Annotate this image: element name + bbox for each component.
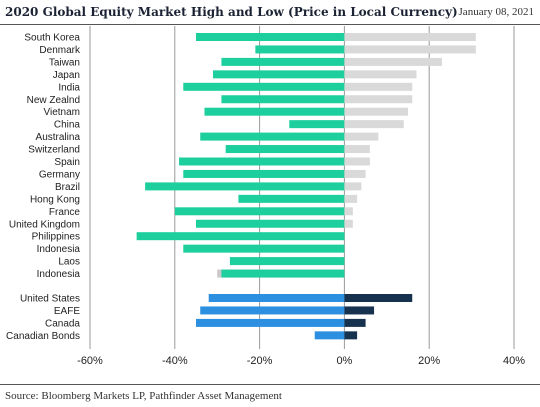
- bar-high: [344, 169, 366, 178]
- x-tick-label: 0%: [336, 355, 352, 367]
- bar-high: [344, 33, 476, 41]
- bar-high: [344, 107, 408, 116]
- bar-high: [344, 82, 413, 91]
- bar-high: [344, 306, 375, 315]
- chart-title: 2020 Global Equity Market High and Low (…: [5, 5, 458, 19]
- category-label: New Zealnd: [27, 95, 80, 106]
- bar-low: [145, 182, 345, 191]
- x-axis-tick-labels: -60% -40% -20% 0% 20% 40%: [77, 355, 525, 367]
- bar-high: [344, 331, 358, 340]
- header-divider: [0, 24, 540, 25]
- report-date: January 08, 2021: [458, 6, 534, 18]
- source-note: Source: Bloomberg Markets LP, Pathfinder…: [5, 390, 282, 402]
- bar-high: [344, 182, 362, 191]
- category-label: Germany: [39, 169, 80, 180]
- bar-low: [221, 57, 345, 66]
- bar-low: [221, 95, 345, 104]
- category-label: China: [54, 120, 81, 131]
- bar-high: [344, 207, 353, 216]
- bar-low: [314, 331, 345, 340]
- bar-low: [204, 107, 345, 116]
- bar-low: [208, 294, 345, 302]
- category-label: Laos: [58, 257, 80, 268]
- category-label: Canadian Bonds: [6, 331, 80, 342]
- category-label: Taiwan: [49, 57, 80, 68]
- bar-low: [200, 132, 345, 141]
- x-tick-label: -20%: [247, 355, 273, 367]
- bar-low: [289, 120, 345, 129]
- bar-low: [225, 145, 345, 154]
- bar-high: [344, 194, 358, 203]
- category-label: Hong Kong: [30, 194, 80, 205]
- x-tick-label: -60%: [77, 355, 103, 367]
- bar-high: [344, 132, 379, 141]
- category-label: United Kingdom: [9, 219, 80, 230]
- bars: [136, 33, 476, 340]
- bar-low: [179, 157, 345, 166]
- bar-high: [344, 70, 417, 79]
- bar-low: [174, 207, 345, 216]
- bar-high: [344, 318, 366, 327]
- bar-high: [344, 95, 413, 104]
- bar-high: [344, 45, 476, 54]
- bar-low: [136, 232, 345, 241]
- bar-high: [344, 120, 404, 129]
- bar-low: [255, 45, 345, 54]
- bar-low: [221, 269, 345, 278]
- bar-low: [183, 82, 345, 91]
- bar-high: [344, 219, 353, 228]
- bar-low: [229, 257, 345, 266]
- footer-divider: [0, 384, 540, 385]
- category-label: India: [58, 82, 80, 93]
- category-label: South Korea: [24, 33, 80, 44]
- category-label: France: [49, 207, 81, 218]
- category-label: Spain: [54, 157, 80, 168]
- category-label: Australina: [36, 132, 81, 143]
- chart-header: 2020 Global Equity Market High and Low (…: [0, 0, 540, 26]
- category-label: Japan: [53, 70, 80, 81]
- bar-low: [212, 70, 345, 79]
- bar-high: [344, 145, 370, 154]
- bar-high: [344, 57, 442, 66]
- category-label: Brazil: [55, 182, 80, 193]
- category-label: Vietnam: [43, 107, 80, 118]
- category-label: Philippines: [32, 232, 80, 243]
- bar-low: [200, 306, 345, 315]
- category-label: Denmark: [39, 45, 81, 56]
- bar-high: [344, 157, 370, 166]
- bar-low: [196, 318, 345, 327]
- bar-low: [183, 244, 345, 253]
- bar-low: [196, 33, 345, 41]
- category-label: Indonesia: [37, 269, 81, 280]
- bar-high: [344, 294, 413, 302]
- bar-low: [238, 194, 345, 203]
- category-label: Indonesia: [37, 244, 81, 255]
- category-label: United States: [20, 294, 80, 305]
- category-label: Canada: [45, 318, 80, 329]
- category-label: Switzerland: [28, 145, 80, 156]
- x-tick-label: 40%: [503, 355, 525, 367]
- bar-low: [183, 169, 345, 178]
- x-tick-label: 20%: [418, 355, 440, 367]
- bar-low: [196, 219, 345, 228]
- category-label: EAFE: [54, 306, 80, 317]
- x-tick-label: -40%: [162, 355, 188, 367]
